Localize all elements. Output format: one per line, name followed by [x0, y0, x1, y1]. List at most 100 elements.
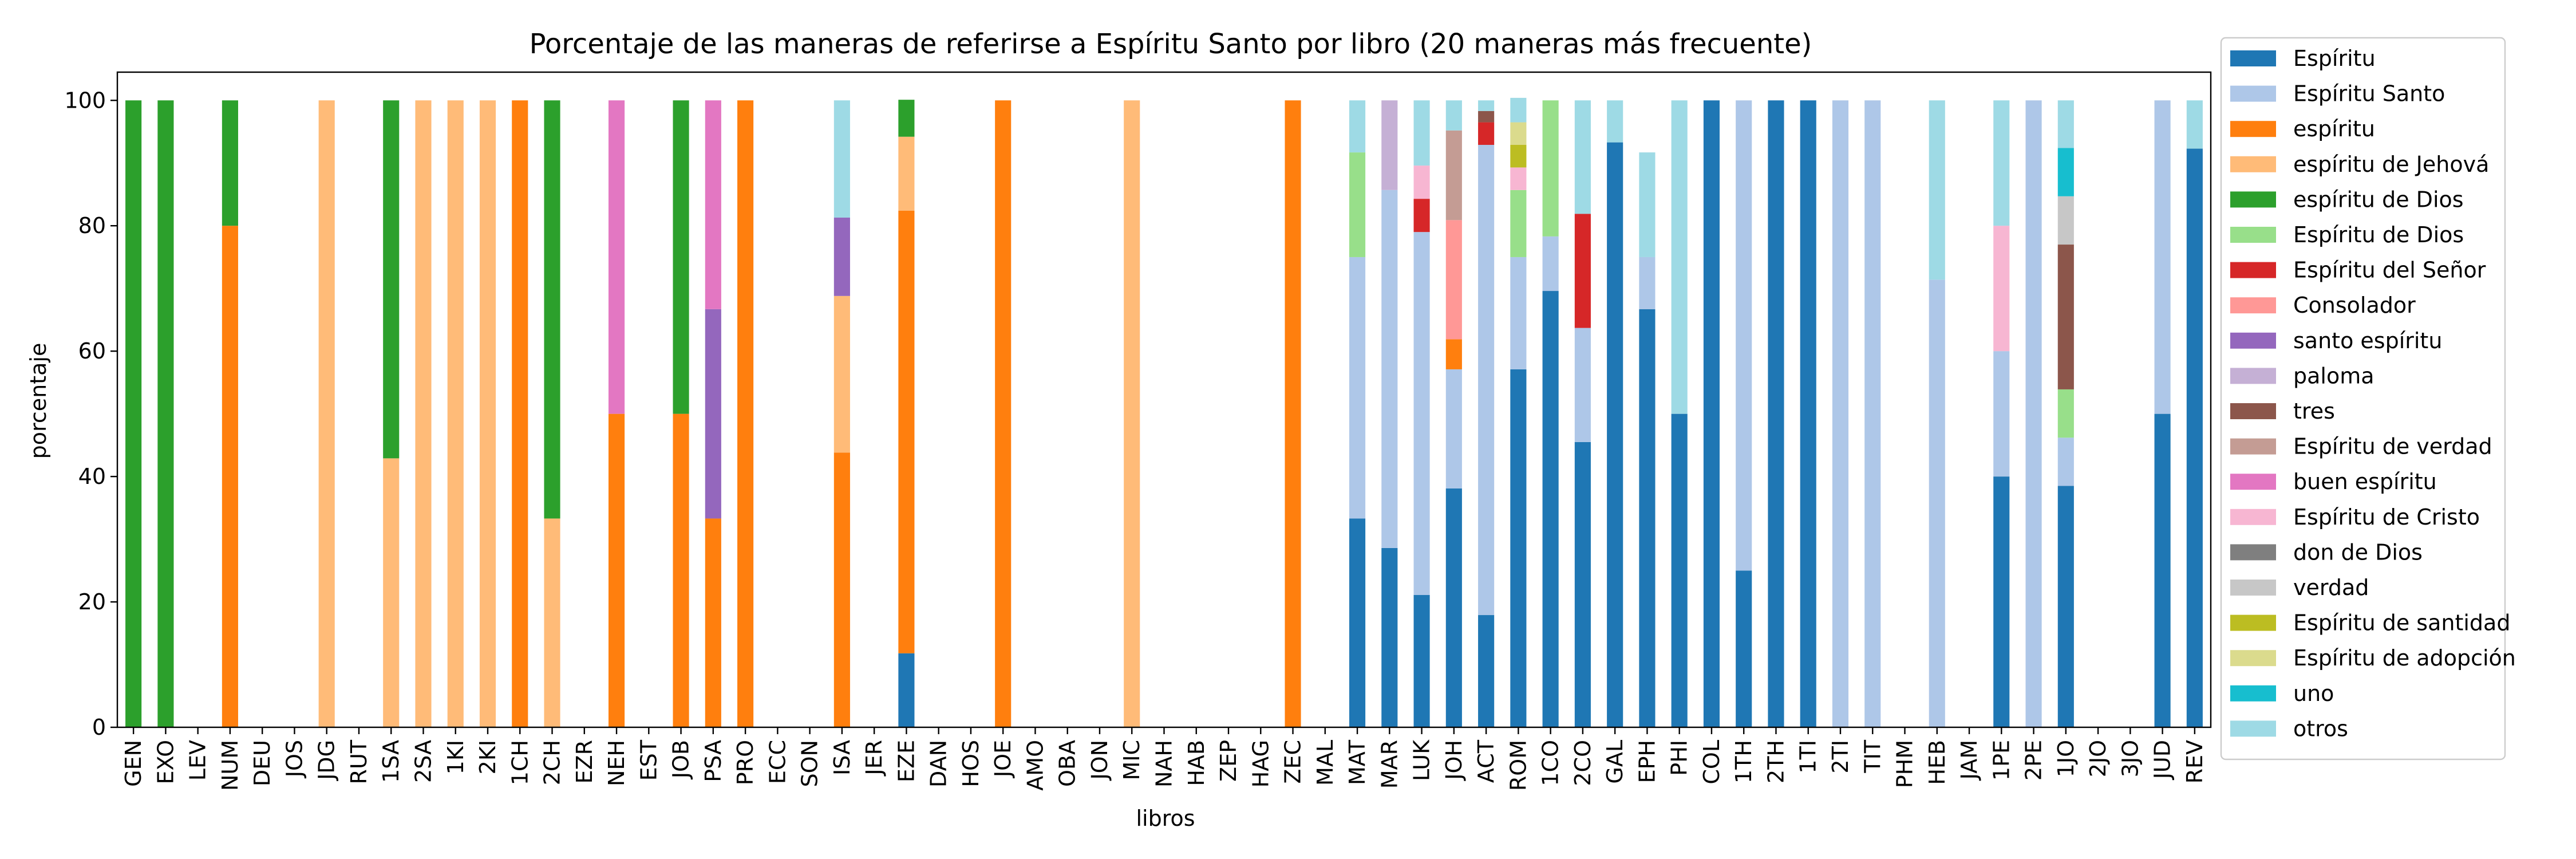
bar-segment	[1864, 100, 1881, 727]
x-tick-label: EZE	[894, 740, 919, 782]
x-tick-label: JDG	[314, 740, 339, 781]
x-tick-label: 2CO	[1570, 740, 1595, 786]
bar-segment	[1993, 351, 2010, 477]
legend-swatch	[2230, 262, 2276, 278]
bar-segment	[1413, 199, 1430, 233]
x-tick-label: MAL	[1313, 740, 1338, 786]
bar-segment	[512, 100, 528, 727]
bar-segment	[544, 518, 560, 727]
legend-label: Espíritu Santo	[2293, 81, 2445, 107]
x-tick-label: HAB	[1184, 740, 1209, 786]
bar-segment	[1671, 413, 1688, 727]
legend-label: tres	[2293, 399, 2335, 424]
bar-segment	[898, 210, 915, 653]
bar-segment	[2186, 148, 2203, 727]
bar-segment	[1381, 190, 1398, 548]
bar-segment	[1993, 100, 2010, 226]
x-tick-label: EPH	[1634, 740, 1660, 783]
bar-segment	[833, 452, 850, 727]
y-tick-label: 80	[78, 213, 106, 238]
bar-segment	[1703, 100, 1720, 727]
x-tick-label: 1PE	[1989, 740, 2014, 781]
bar-segment	[898, 100, 915, 137]
bar-segment	[383, 458, 400, 727]
bar-segment	[995, 100, 1012, 727]
bar-segment	[1607, 142, 1623, 728]
bar-segment	[1349, 100, 1366, 153]
x-tick-label: JOH	[1441, 740, 1467, 781]
y-tick-label: 60	[78, 338, 106, 364]
bar-segment	[1510, 369, 1527, 727]
bar-segment	[2057, 389, 2074, 438]
y-tick-label: 20	[78, 589, 106, 614]
bar-segment	[608, 413, 625, 727]
bar-segment	[1510, 167, 1527, 190]
x-tick-label: MAR	[1377, 740, 1402, 789]
legend-swatch	[2230, 156, 2276, 172]
legend-label: Espíritu de Cristo	[2293, 505, 2480, 530]
bar-segment	[1478, 144, 1495, 616]
x-tick-label: JOS	[282, 740, 307, 778]
x-tick-label: JAM	[1957, 740, 1982, 781]
legend-label: otros	[2293, 716, 2348, 741]
bar-segment	[1671, 100, 1688, 414]
bar-segment	[1381, 547, 1398, 727]
x-tick-label: 1SA	[378, 740, 404, 783]
bar-segment	[1478, 111, 1495, 123]
legend-swatch	[2230, 368, 2276, 384]
x-tick-label: JOE	[990, 740, 1016, 778]
legend-swatch	[2230, 191, 2276, 208]
bar-segment	[2057, 438, 2074, 486]
x-tick-label: NEH	[604, 740, 629, 786]
x-tick-label: REV	[2182, 740, 2207, 783]
x-tick-label: NUM	[218, 740, 243, 791]
plot-area	[116, 71, 2212, 728]
bar-segment	[1445, 488, 1462, 727]
x-tick-label: ZEC	[1281, 740, 1306, 784]
bar-segment	[544, 100, 560, 519]
bar-segment	[1445, 130, 1462, 220]
bar-segment	[1285, 100, 1301, 727]
bar-segment	[2154, 413, 2171, 727]
x-tick-label: OBA	[1055, 740, 1080, 787]
legend-swatch	[2230, 438, 2276, 455]
bar-segment	[125, 100, 142, 727]
bar-segment	[898, 653, 915, 727]
bar-segment	[1413, 595, 1430, 727]
bar-segment	[673, 413, 689, 727]
legend-swatch	[2230, 403, 2276, 419]
legend-label: santo espíritu	[2293, 328, 2442, 353]
bar-segment	[833, 100, 850, 218]
x-tick-label: JOB	[669, 740, 694, 779]
bar-segment	[1349, 518, 1366, 727]
bar-segment	[1445, 100, 1462, 131]
legend-label: Espíritu de Dios	[2293, 222, 2464, 247]
bar-segment	[1736, 100, 1752, 571]
x-axis: GEN EXO LEV NUM DEU JOS JDG RUT 1SA 2SA 1KI 2KI 1CH 2…	[121, 727, 2207, 791]
legend-label: verdad	[2293, 575, 2369, 600]
x-tick-label: PHI	[1667, 740, 1692, 776]
legend-swatch	[2230, 685, 2276, 702]
legend-label: Espíritu de verdad	[2293, 434, 2492, 459]
x-tick-label: NAH	[1152, 740, 1177, 787]
bar-segment	[1349, 152, 1366, 257]
bar-segment	[1993, 476, 2010, 727]
x-tick-label: ECC	[765, 740, 790, 784]
x-tick-label: PHM	[1893, 740, 1918, 788]
legend-label: don de Dios	[2293, 539, 2423, 565]
legend-swatch	[2230, 474, 2276, 490]
legend-label: espíritu de Dios	[2293, 187, 2464, 212]
legend-swatch	[2230, 121, 2276, 137]
x-tick-label: HAG	[1248, 740, 1273, 787]
legend-label: espíritu de Jehová	[2293, 152, 2489, 177]
y-tick-label: 0	[92, 715, 106, 740]
bar-segment	[2057, 486, 2074, 727]
bar-segment	[2186, 100, 2203, 149]
legend-swatch	[2230, 614, 2276, 631]
bar-segment	[1639, 152, 1656, 257]
x-tick-label: HOS	[958, 740, 983, 787]
x-tick-label: 2TI	[1828, 740, 1853, 774]
x-tick-label: 1TH	[1731, 740, 1756, 783]
x-tick-label: MAT	[1345, 739, 1370, 785]
bar-segment	[415, 100, 432, 727]
